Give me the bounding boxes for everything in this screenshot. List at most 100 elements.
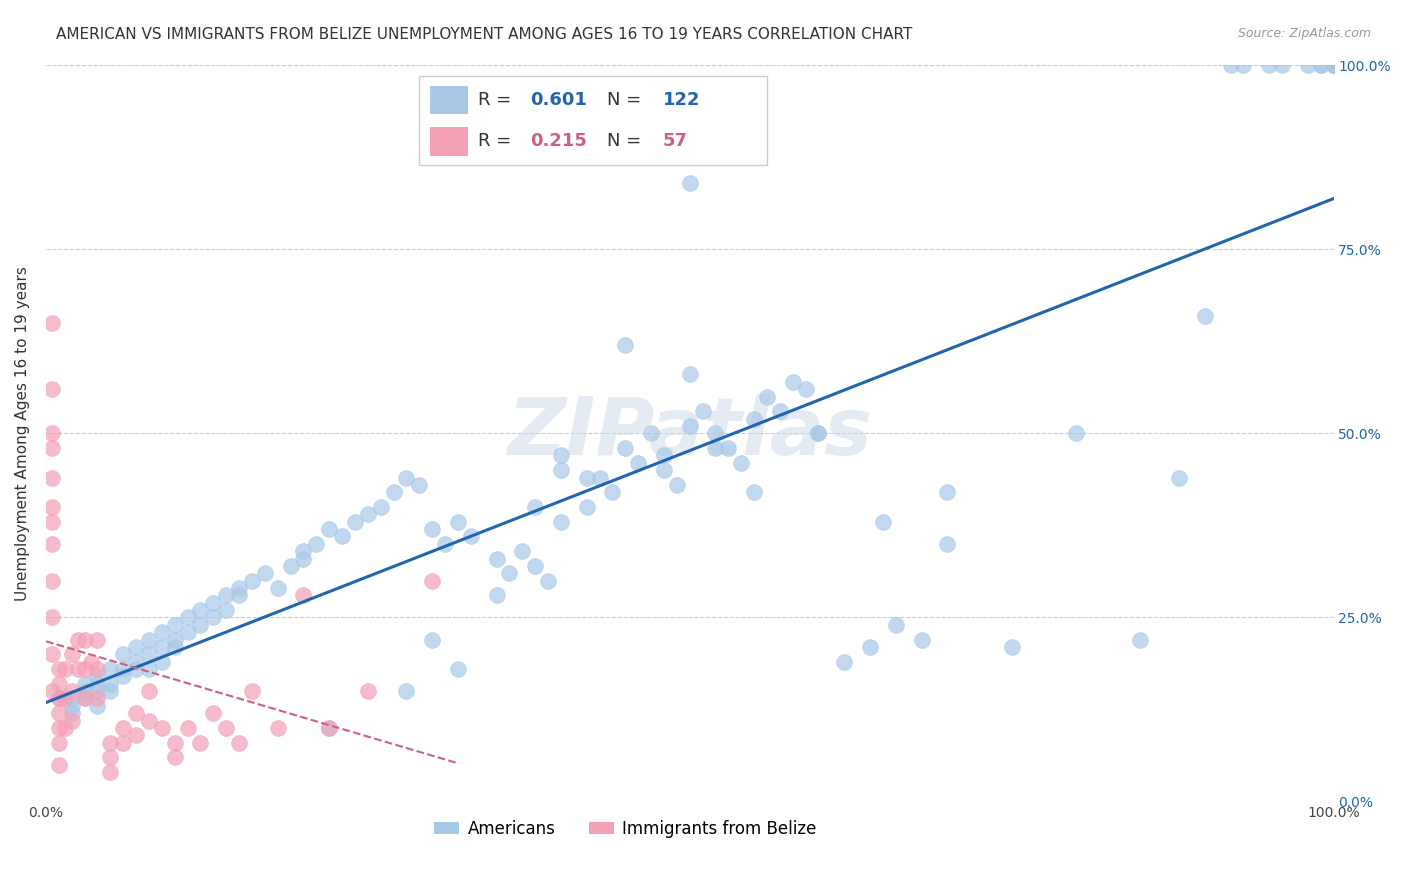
Point: [305, 537, 328, 551]
Point: [1271, 58, 1294, 72]
Point: [48, 706, 70, 721]
Point: [41, 537, 63, 551]
Point: [357, 684, 380, 698]
Point: [240, 574, 263, 588]
Point: [253, 566, 276, 581]
Point: [267, 581, 290, 595]
Point: [73, 684, 96, 698]
Point: [125, 662, 148, 676]
Point: [240, 684, 263, 698]
Point: [48, 662, 70, 676]
Point: [190, 617, 212, 632]
Point: [408, 478, 430, 492]
Point: [112, 669, 135, 683]
Text: ZIPatlas: ZIPatlas: [508, 394, 872, 473]
Point: [936, 485, 959, 500]
Point: [150, 625, 173, 640]
Point: [98, 736, 121, 750]
Point: [190, 603, 212, 617]
Point: [318, 522, 340, 536]
Point: [537, 574, 560, 588]
Point: [1001, 640, 1024, 654]
Point: [112, 736, 135, 750]
Point: [98, 765, 121, 780]
Point: [447, 515, 470, 529]
Point: [125, 640, 148, 654]
Point: [742, 485, 765, 500]
Point: [395, 684, 418, 698]
Point: [60, 684, 83, 698]
Point: [1219, 58, 1241, 72]
Point: [98, 750, 121, 764]
Point: [112, 662, 135, 676]
Point: [447, 662, 470, 676]
Point: [86, 677, 108, 691]
Point: [692, 404, 714, 418]
Point: [41, 647, 63, 661]
Point: [215, 588, 238, 602]
Point: [640, 426, 662, 441]
Point: [215, 603, 238, 617]
Point: [936, 537, 959, 551]
Point: [330, 529, 353, 543]
Point: [98, 677, 121, 691]
Point: [679, 368, 702, 382]
Point: [60, 714, 83, 728]
Point: [267, 721, 290, 735]
Point: [756, 390, 779, 404]
Point: [86, 691, 108, 706]
Point: [382, 485, 405, 500]
Point: [575, 500, 598, 514]
Point: [138, 632, 160, 647]
Point: [652, 449, 675, 463]
Point: [550, 515, 572, 529]
Point: [704, 426, 727, 441]
Point: [679, 419, 702, 434]
Point: [202, 706, 225, 721]
Point: [370, 500, 392, 514]
Point: [41, 500, 63, 514]
Point: [292, 551, 315, 566]
Point: [498, 566, 520, 581]
Point: [292, 544, 315, 558]
Point: [602, 485, 624, 500]
Point: [460, 529, 482, 543]
Point: [1322, 58, 1344, 72]
Point: [138, 684, 160, 698]
Point: [73, 632, 96, 647]
Point: [150, 721, 173, 735]
Point: [86, 662, 108, 676]
Point: [60, 647, 83, 661]
Point: [884, 617, 907, 632]
Point: [98, 684, 121, 698]
Point: [434, 537, 457, 551]
Point: [420, 574, 443, 588]
Point: [41, 515, 63, 529]
Point: [1309, 58, 1331, 72]
Point: [73, 677, 96, 691]
Point: [98, 662, 121, 676]
Point: [395, 470, 418, 484]
Point: [807, 426, 830, 441]
Point: [73, 691, 96, 706]
Point: [125, 706, 148, 721]
Point: [575, 470, 598, 484]
Point: [859, 640, 882, 654]
Point: [41, 610, 63, 624]
Point: [176, 721, 198, 735]
Text: AMERICAN VS IMMIGRANTS FROM BELIZE UNEMPLOYMENT AMONG AGES 16 TO 19 YEARS CORREL: AMERICAN VS IMMIGRANTS FROM BELIZE UNEMP…: [56, 27, 912, 42]
Point: [138, 647, 160, 661]
Point: [794, 382, 817, 396]
Point: [318, 721, 340, 735]
Point: [524, 500, 547, 514]
Point: [512, 544, 534, 558]
Point: [150, 640, 173, 654]
Point: [53, 721, 76, 735]
Point: [112, 721, 135, 735]
Point: [1309, 58, 1331, 72]
Point: [1194, 309, 1216, 323]
Point: [782, 375, 804, 389]
Point: [742, 411, 765, 425]
Point: [176, 610, 198, 624]
Point: [215, 721, 238, 735]
